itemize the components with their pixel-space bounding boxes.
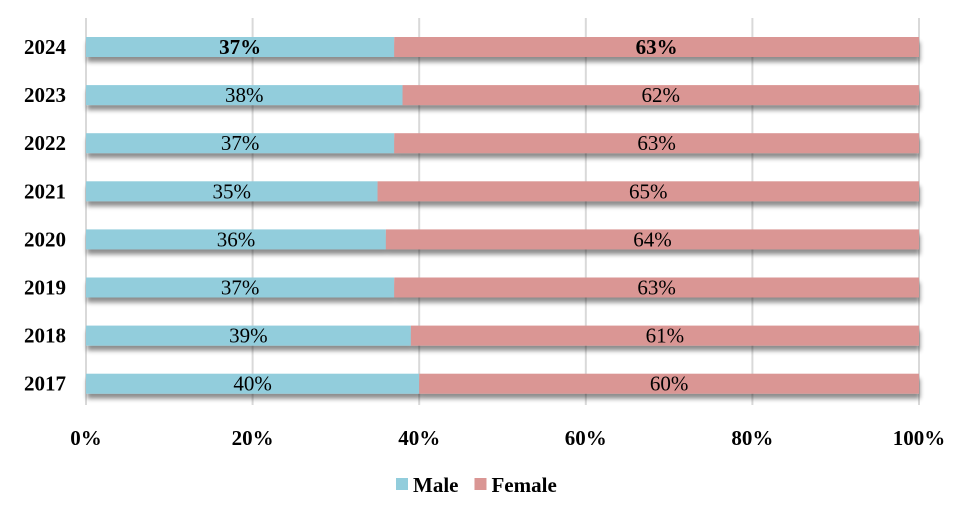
- bar-male: [86, 85, 403, 106]
- data-label: 37%: [221, 276, 260, 300]
- data-label: 40%: [233, 372, 272, 396]
- legend-swatch-male: [396, 478, 408, 490]
- bar-group: [86, 229, 919, 250]
- data-label: 61%: [646, 324, 685, 348]
- bar-male: [86, 229, 386, 250]
- data-label: 39%: [229, 324, 268, 348]
- bars: [86, 37, 920, 394]
- data-label: 64%: [633, 227, 672, 251]
- bar-female: [394, 37, 920, 57]
- data-label: 36%: [217, 227, 256, 251]
- y-tick-label: 2018: [24, 324, 66, 348]
- data-label: 60%: [650, 372, 689, 396]
- x-tick-label: 100%: [893, 426, 946, 450]
- bar-female: [410, 325, 919, 346]
- x-tick-label: 40%: [398, 426, 440, 450]
- data-label: 37%: [219, 35, 261, 59]
- data-label: 62%: [642, 83, 681, 107]
- y-tick-label: 2024: [24, 35, 67, 59]
- x-tick-label: 80%: [731, 426, 773, 450]
- data-label: 38%: [225, 83, 264, 107]
- y-tick-label: 2020: [24, 227, 66, 251]
- x-tick-label: 0%: [70, 426, 102, 450]
- bar-group: [86, 325, 919, 346]
- data-label: 63%: [636, 35, 678, 59]
- legend-label-male: Male: [413, 473, 458, 497]
- y-axis: 2024 2023 2022 2021 2020 2019 2018 2017: [24, 35, 67, 396]
- bar-female: [394, 277, 920, 298]
- bar-male: [86, 133, 395, 154]
- data-label: 35%: [213, 179, 252, 203]
- bar-group: [86, 133, 920, 154]
- y-tick-label: 2022: [24, 131, 66, 155]
- bar-group: [86, 85, 919, 106]
- bar-male: [86, 37, 395, 57]
- bar-male: [86, 325, 411, 346]
- bar-group: [86, 373, 919, 394]
- data-label: 63%: [637, 276, 676, 300]
- legend-label-female: Female: [491, 473, 556, 497]
- bar-female: [402, 85, 919, 106]
- bar-female: [394, 133, 920, 154]
- y-tick-label: 2019: [24, 276, 66, 300]
- bar-female: [377, 181, 919, 202]
- y-tick-label: 2023: [24, 83, 66, 107]
- bar-female: [419, 373, 919, 394]
- data-label: 37%: [221, 131, 260, 155]
- data-label: 63%: [637, 131, 676, 155]
- bar-group: [86, 37, 920, 57]
- x-tick-label: 20%: [232, 426, 274, 450]
- bar-male: [86, 181, 378, 202]
- data-label: 65%: [629, 179, 668, 203]
- y-tick-label: 2021: [24, 179, 66, 203]
- x-axis: 0% 20% 40% 60% 80% 100%: [70, 426, 945, 450]
- legend-swatch-female: [474, 478, 487, 490]
- legend: Male Female: [396, 473, 557, 497]
- bar-female: [385, 229, 919, 250]
- bar-group: [86, 277, 920, 298]
- data-labels: 37% 63% 38% 62% 37% 63% 35% 65% 36% 64% 37% 63% 39% 6…: [213, 35, 689, 396]
- bar-male: [86, 373, 420, 394]
- gridlines: [85, 18, 920, 405]
- y-tick-label: 2017: [24, 372, 66, 396]
- x-tick-label: 60%: [565, 426, 607, 450]
- bar-male: [86, 277, 395, 298]
- bar-group: [86, 181, 919, 202]
